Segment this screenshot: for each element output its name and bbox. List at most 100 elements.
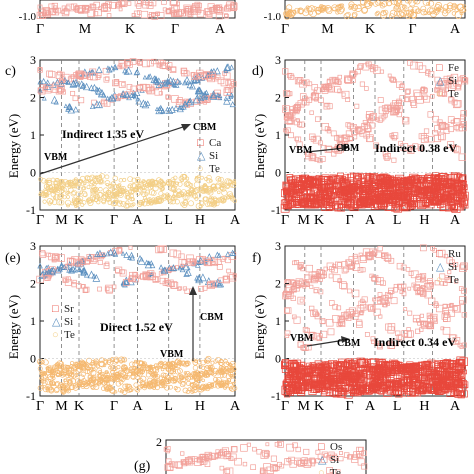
band-marker bbox=[124, 59, 132, 66]
band-marker bbox=[299, 93, 307, 100]
band-marker bbox=[373, 1, 379, 7]
band-marker bbox=[111, 63, 119, 71]
band-marker bbox=[393, 283, 398, 288]
band-marker bbox=[172, 82, 178, 87]
band-marker bbox=[183, 76, 191, 84]
band-marker bbox=[73, 258, 81, 267]
band-marker bbox=[112, 367, 117, 371]
band-marker bbox=[165, 8, 172, 15]
band-marker bbox=[350, 198, 360, 208]
band-marker bbox=[51, 199, 58, 206]
band-marker bbox=[413, 89, 421, 97]
band-marker bbox=[164, 195, 170, 200]
band-marker bbox=[105, 95, 111, 101]
x-tick-label: H bbox=[195, 399, 205, 414]
band-marker bbox=[196, 259, 202, 266]
y-tick-label: -1 bbox=[271, 203, 281, 217]
band-marker bbox=[451, 11, 457, 16]
band-marker bbox=[422, 94, 428, 100]
band-marker bbox=[209, 189, 213, 193]
band-marker bbox=[375, 0, 382, 6]
band-marker bbox=[294, 201, 300, 206]
band-marker bbox=[131, 202, 136, 207]
band-marker bbox=[445, 205, 452, 212]
band-marker bbox=[106, 286, 113, 294]
band-marker bbox=[109, 357, 115, 362]
band-marker bbox=[147, 270, 155, 278]
band-marker bbox=[369, 113, 378, 121]
x-tick-label: L bbox=[393, 213, 402, 228]
band-marker bbox=[221, 365, 225, 370]
band-marker bbox=[106, 13, 112, 18]
band-marker bbox=[86, 185, 91, 190]
band-marker bbox=[306, 96, 313, 103]
band-marker bbox=[116, 247, 123, 254]
band-marker bbox=[94, 175, 99, 179]
band-marker bbox=[120, 201, 127, 207]
band-marker bbox=[438, 123, 446, 130]
band-marker bbox=[341, 135, 349, 143]
band-marker bbox=[105, 76, 110, 81]
band-marker bbox=[132, 93, 139, 100]
legend-label: Ca bbox=[209, 137, 221, 149]
band-marker bbox=[197, 174, 201, 178]
band-marker bbox=[283, 90, 291, 97]
band-marker bbox=[230, 366, 235, 371]
band-marker bbox=[98, 181, 102, 185]
band-marker bbox=[38, 176, 44, 182]
band-marker bbox=[361, 123, 368, 130]
band-marker bbox=[200, 93, 206, 99]
band-marker bbox=[205, 11, 213, 19]
band-marker bbox=[122, 67, 128, 74]
band-marker bbox=[134, 176, 141, 183]
band-marker bbox=[333, 178, 343, 188]
band-marker bbox=[459, 114, 465, 120]
band-marker bbox=[216, 279, 225, 288]
band-marker bbox=[283, 106, 288, 111]
band-marker bbox=[454, 100, 462, 108]
band-marker bbox=[356, 4, 362, 10]
x-tick-label: M bbox=[321, 22, 334, 37]
band-marker bbox=[196, 359, 202, 365]
band-marker bbox=[147, 274, 154, 281]
band-marker bbox=[67, 187, 74, 194]
band-marker bbox=[154, 363, 158, 367]
band-marker bbox=[128, 251, 135, 259]
band-marker bbox=[104, 286, 110, 291]
band-marker bbox=[173, 250, 182, 259]
band-marker bbox=[171, 66, 177, 72]
band-marker bbox=[142, 59, 150, 68]
band-marker bbox=[196, 256, 204, 264]
band-marker bbox=[152, 185, 159, 192]
band-marker bbox=[305, 200, 314, 209]
band-marker bbox=[140, 201, 145, 206]
band-marker bbox=[130, 85, 137, 92]
band-marker bbox=[198, 273, 207, 282]
panel-e-ylabel: Energy (eV) bbox=[6, 295, 21, 359]
band-marker bbox=[118, 191, 123, 197]
band-marker bbox=[66, 79, 71, 85]
band-marker bbox=[390, 107, 399, 115]
band-marker bbox=[135, 97, 143, 105]
band-marker bbox=[177, 104, 182, 110]
band-marker bbox=[427, 111, 434, 118]
band-marker bbox=[117, 183, 122, 187]
band-marker bbox=[297, 7, 304, 15]
band-marker bbox=[104, 174, 110, 180]
band-marker bbox=[414, 0, 421, 5]
band-marker bbox=[79, 83, 86, 90]
panel-f-label: f) bbox=[252, 251, 262, 266]
band-marker bbox=[225, 257, 231, 264]
band-marker bbox=[154, 88, 162, 96]
band-marker bbox=[80, 266, 89, 275]
band-marker bbox=[128, 275, 134, 281]
x-tick-label: M bbox=[79, 22, 92, 37]
band-marker bbox=[376, 202, 382, 208]
band-marker bbox=[381, 194, 390, 203]
band-marker bbox=[315, 9, 321, 15]
band-marker bbox=[303, 79, 310, 86]
band-marker bbox=[69, 265, 77, 272]
band-marker bbox=[307, 179, 313, 185]
